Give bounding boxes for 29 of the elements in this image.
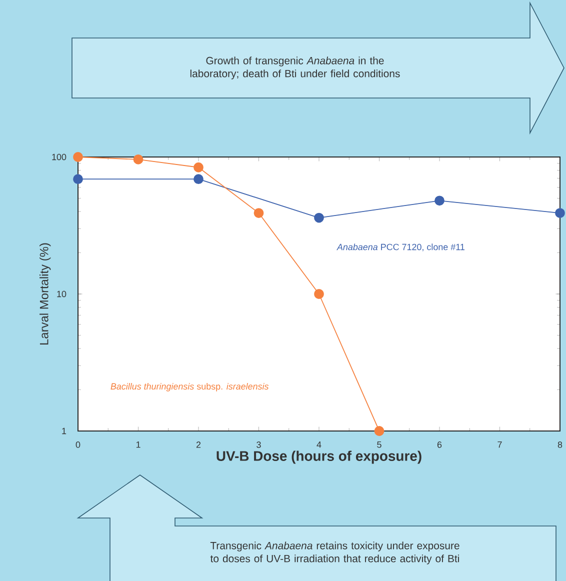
text: Transgenic Anabaena retains toxicity under exposure to doses of UV-B irradiation that reduce activity of Bti	[210, 542, 460, 564]
point	[254, 208, 264, 218]
x-tick-label: 3	[256, 442, 261, 448]
x-tick-label: 0	[76, 442, 80, 448]
y-tick-label: 10	[57, 290, 66, 298]
x-tick-label: 6	[437, 442, 442, 448]
point	[133, 154, 144, 164]
point	[555, 208, 565, 218]
point	[434, 196, 444, 206]
x-tick-label: 4	[316, 442, 322, 448]
point	[374, 426, 384, 436]
x-tick-label: 5	[377, 442, 382, 448]
x-tick-label: 7	[498, 442, 502, 448]
point	[194, 162, 204, 172]
point	[314, 289, 324, 299]
text: Bacillus thuringiensis subsp. israelensis	[110, 382, 269, 392]
y-tick-label: 1	[62, 428, 66, 434]
x-axis-title: UV-B Dose (hours of exposure)	[216, 450, 422, 464]
y-axis-title: Larval Mortality (%)	[40, 243, 51, 344]
point	[73, 174, 83, 184]
y-tick-label: 100	[52, 154, 66, 160]
text: Anabaena PCC 7120, clone #11	[336, 244, 464, 252]
x-tick-label: 2	[196, 442, 201, 448]
point	[73, 152, 83, 162]
point	[314, 212, 324, 223]
x-tick-label: 8	[558, 442, 562, 448]
text: Growth of transgenic Anabaena in the laboratory; death of Bti under field conditions	[190, 56, 400, 80]
point	[194, 174, 204, 184]
x-tick-label: 1	[136, 442, 140, 448]
